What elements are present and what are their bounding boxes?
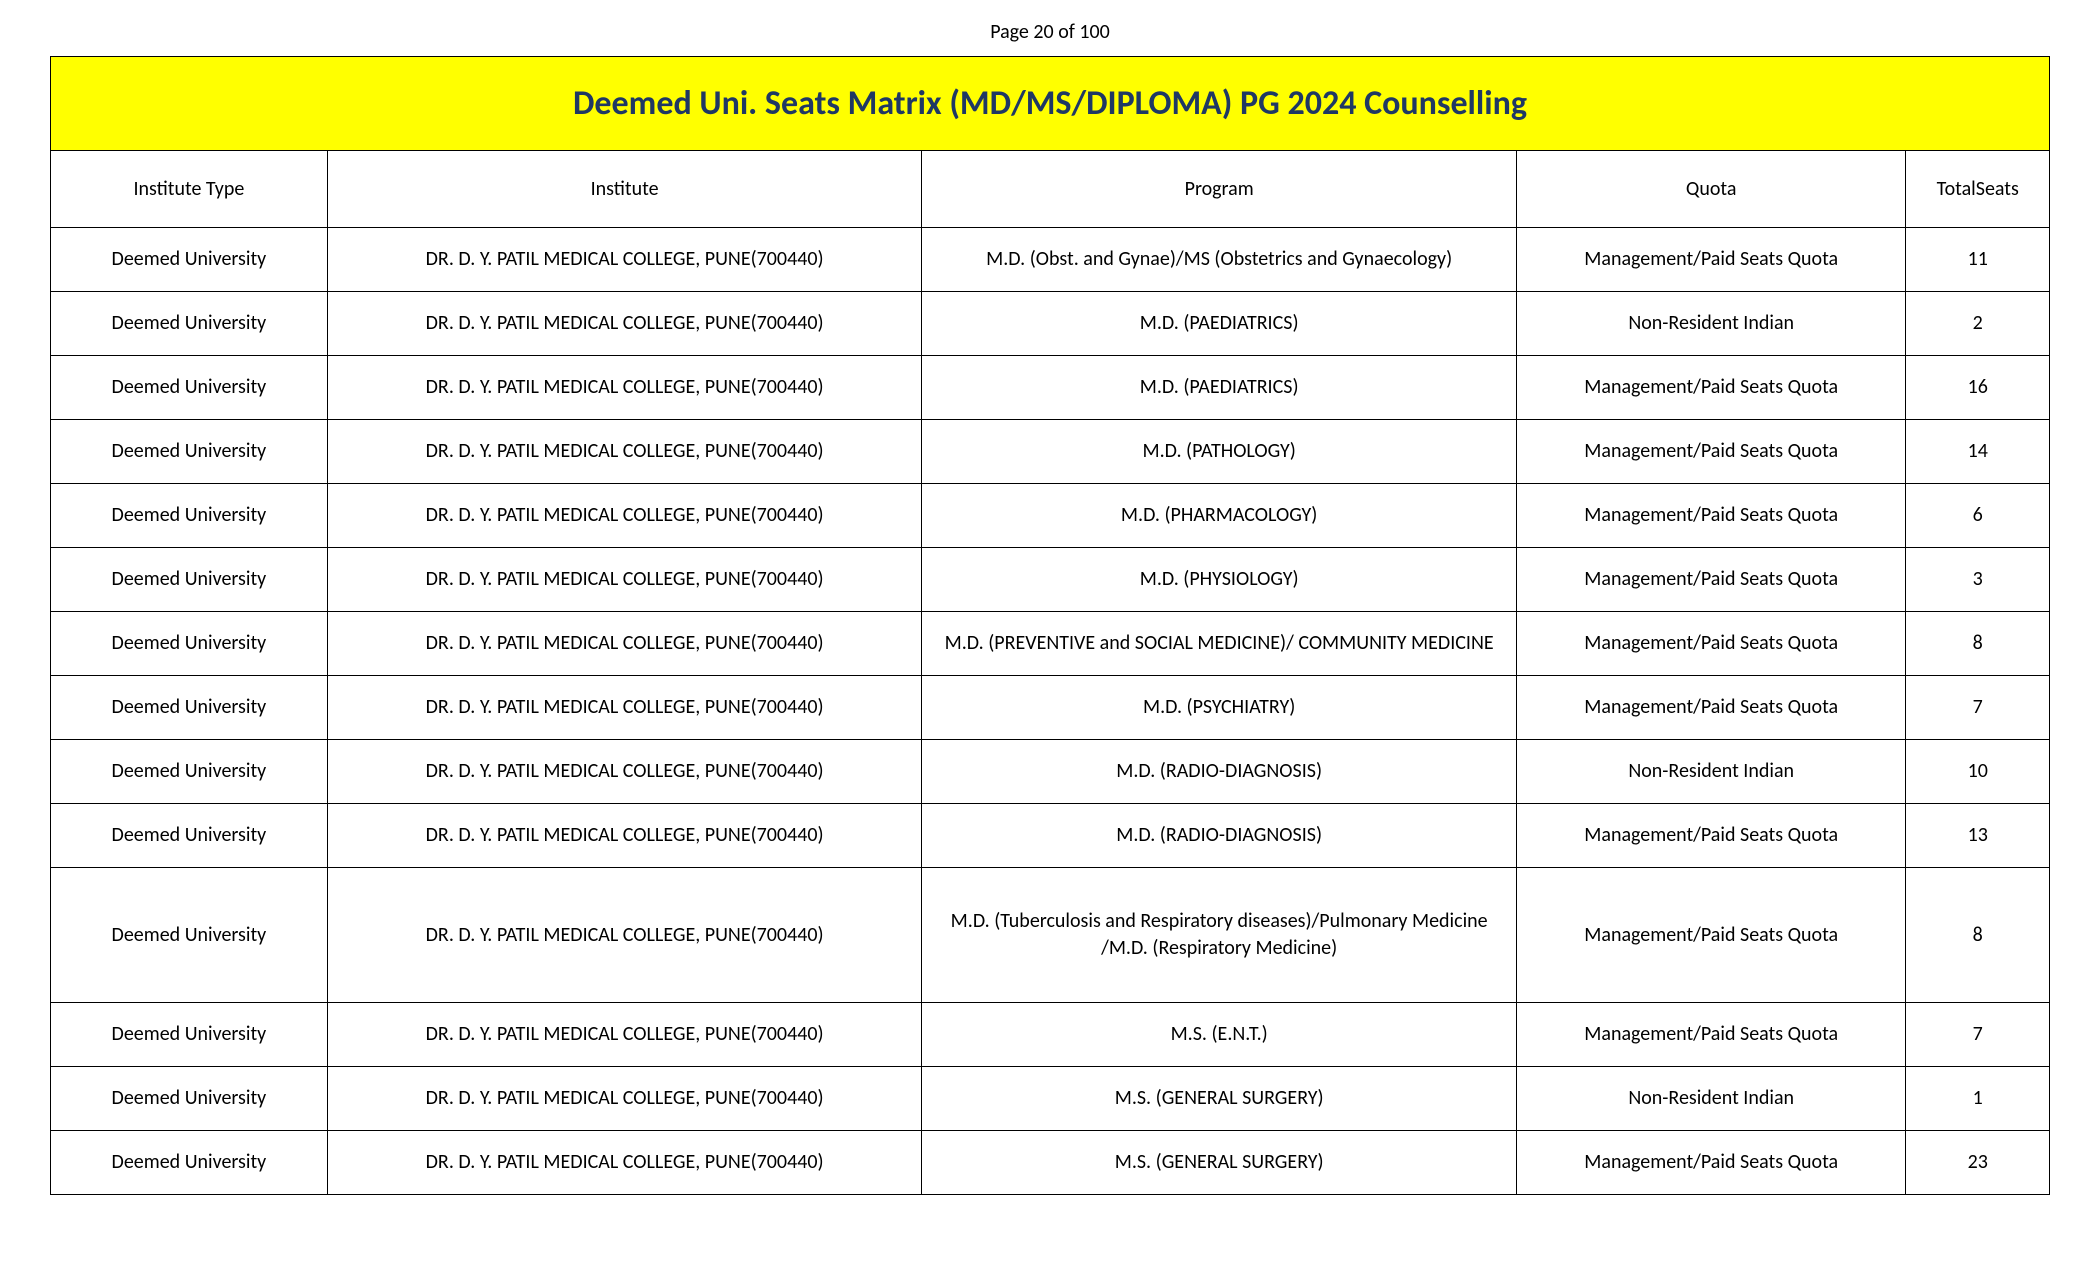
table-row: Deemed UniversityDR. D. Y. PATIL MEDICAL… — [51, 612, 2050, 676]
cell-quota: Management/Paid Seats Quota — [1516, 612, 1906, 676]
cell-inst: DR. D. Y. PATIL MEDICAL COLLEGE, PUNE(70… — [327, 740, 922, 804]
cell-type: Deemed University — [51, 612, 328, 676]
cell-quota: Management/Paid Seats Quota — [1516, 804, 1906, 868]
table-row: Deemed UniversityDR. D. Y. PATIL MEDICAL… — [51, 548, 2050, 612]
cell-inst: DR. D. Y. PATIL MEDICAL COLLEGE, PUNE(70… — [327, 484, 922, 548]
cell-prog: M.D. (PREVENTIVE and SOCIAL MEDICINE)/ C… — [922, 612, 1517, 676]
cell-seats: 2 — [1906, 292, 2050, 356]
cell-quota: Management/Paid Seats Quota — [1516, 1131, 1906, 1195]
cell-inst: DR. D. Y. PATIL MEDICAL COLLEGE, PUNE(70… — [327, 356, 922, 420]
cell-seats: 1 — [1906, 1067, 2050, 1131]
cell-type: Deemed University — [51, 740, 328, 804]
cell-type: Deemed University — [51, 228, 328, 292]
table-row: Deemed UniversityDR. D. Y. PATIL MEDICAL… — [51, 868, 2050, 1003]
col-header-inst: Institute — [327, 151, 922, 228]
cell-quota: Non-Resident Indian — [1516, 1067, 1906, 1131]
col-header-prog: Program — [922, 151, 1517, 228]
cell-inst: DR. D. Y. PATIL MEDICAL COLLEGE, PUNE(70… — [327, 676, 922, 740]
cell-type: Deemed University — [51, 420, 328, 484]
cell-type: Deemed University — [51, 356, 328, 420]
cell-prog: M.D. (PHYSIOLOGY) — [922, 548, 1517, 612]
cell-seats: 6 — [1906, 484, 2050, 548]
cell-quota: Management/Paid Seats Quota — [1516, 1003, 1906, 1067]
seats-table: Deemed Uni. Seats Matrix (MD/MS/DIPLOMA)… — [50, 56, 2050, 1195]
cell-type: Deemed University — [51, 868, 328, 1003]
cell-inst: DR. D. Y. PATIL MEDICAL COLLEGE, PUNE(70… — [327, 868, 922, 1003]
cell-quota: Management/Paid Seats Quota — [1516, 356, 1906, 420]
cell-quota: Management/Paid Seats Quota — [1516, 676, 1906, 740]
table-row: Deemed UniversityDR. D. Y. PATIL MEDICAL… — [51, 356, 2050, 420]
cell-inst: DR. D. Y. PATIL MEDICAL COLLEGE, PUNE(70… — [327, 1067, 922, 1131]
cell-seats: 10 — [1906, 740, 2050, 804]
cell-prog: M.D. (Tuberculosis and Respiratory disea… — [922, 868, 1517, 1003]
page-number: Page 20 of 100 — [50, 20, 2050, 44]
cell-prog: M.S. (GENERAL SURGERY) — [922, 1067, 1517, 1131]
cell-seats: 7 — [1906, 676, 2050, 740]
cell-prog: M.D. (PAEDIATRICS) — [922, 356, 1517, 420]
cell-quota: Management/Paid Seats Quota — [1516, 484, 1906, 548]
table-row: Deemed UniversityDR. D. Y. PATIL MEDICAL… — [51, 1131, 2050, 1195]
cell-seats: 7 — [1906, 1003, 2050, 1067]
cell-quota: Non-Resident Indian — [1516, 292, 1906, 356]
cell-seats: 3 — [1906, 548, 2050, 612]
cell-seats: 23 — [1906, 1131, 2050, 1195]
cell-quota: Management/Paid Seats Quota — [1516, 420, 1906, 484]
cell-prog: M.S. (E.N.T.) — [922, 1003, 1517, 1067]
cell-prog: M.D. (PATHOLOGY) — [922, 420, 1517, 484]
cell-prog: M.D. (Obst. and Gynae)/MS (Obstetrics an… — [922, 228, 1517, 292]
cell-seats: 11 — [1906, 228, 2050, 292]
cell-seats: 8 — [1906, 868, 2050, 1003]
table-title: Deemed Uni. Seats Matrix (MD/MS/DIPLOMA)… — [51, 57, 2050, 151]
cell-prog: M.D. (PHARMACOLOGY) — [922, 484, 1517, 548]
cell-prog: M.D. (PAEDIATRICS) — [922, 292, 1517, 356]
cell-type: Deemed University — [51, 484, 328, 548]
cell-type: Deemed University — [51, 1003, 328, 1067]
table-row: Deemed UniversityDR. D. Y. PATIL MEDICAL… — [51, 484, 2050, 548]
table-row: Deemed UniversityDR. D. Y. PATIL MEDICAL… — [51, 1067, 2050, 1131]
cell-type: Deemed University — [51, 1131, 328, 1195]
cell-prog: M.S. (GENERAL SURGERY) — [922, 1131, 1517, 1195]
cell-type: Deemed University — [51, 804, 328, 868]
cell-type: Deemed University — [51, 676, 328, 740]
cell-inst: DR. D. Y. PATIL MEDICAL COLLEGE, PUNE(70… — [327, 548, 922, 612]
cell-inst: DR. D. Y. PATIL MEDICAL COLLEGE, PUNE(70… — [327, 1131, 922, 1195]
cell-type: Deemed University — [51, 548, 328, 612]
cell-type: Deemed University — [51, 292, 328, 356]
table-row: Deemed UniversityDR. D. Y. PATIL MEDICAL… — [51, 1003, 2050, 1067]
cell-prog: M.D. (RADIO-DIAGNOSIS) — [922, 740, 1517, 804]
table-row: Deemed UniversityDR. D. Y. PATIL MEDICAL… — [51, 804, 2050, 868]
cell-seats: 14 — [1906, 420, 2050, 484]
cell-seats: 16 — [1906, 356, 2050, 420]
cell-quota: Management/Paid Seats Quota — [1516, 228, 1906, 292]
table-row: Deemed UniversityDR. D. Y. PATIL MEDICAL… — [51, 228, 2050, 292]
cell-inst: DR. D. Y. PATIL MEDICAL COLLEGE, PUNE(70… — [327, 804, 922, 868]
title-row: Deemed Uni. Seats Matrix (MD/MS/DIPLOMA)… — [51, 57, 2050, 151]
cell-quota: Management/Paid Seats Quota — [1516, 868, 1906, 1003]
cell-quota: Management/Paid Seats Quota — [1516, 548, 1906, 612]
cell-prog: M.D. (PSYCHIATRY) — [922, 676, 1517, 740]
col-header-quota: Quota — [1516, 151, 1906, 228]
table-row: Deemed UniversityDR. D. Y. PATIL MEDICAL… — [51, 740, 2050, 804]
cell-quota: Non-Resident Indian — [1516, 740, 1906, 804]
table-body: Deemed UniversityDR. D. Y. PATIL MEDICAL… — [51, 228, 2050, 1195]
cell-inst: DR. D. Y. PATIL MEDICAL COLLEGE, PUNE(70… — [327, 292, 922, 356]
header-row: Institute Type Institute Program Quota T… — [51, 151, 2050, 228]
col-header-seats: TotalSeats — [1906, 151, 2050, 228]
table-row: Deemed UniversityDR. D. Y. PATIL MEDICAL… — [51, 420, 2050, 484]
cell-inst: DR. D. Y. PATIL MEDICAL COLLEGE, PUNE(70… — [327, 612, 922, 676]
cell-inst: DR. D. Y. PATIL MEDICAL COLLEGE, PUNE(70… — [327, 420, 922, 484]
table-row: Deemed UniversityDR. D. Y. PATIL MEDICAL… — [51, 292, 2050, 356]
cell-seats: 13 — [1906, 804, 2050, 868]
cell-type: Deemed University — [51, 1067, 328, 1131]
cell-inst: DR. D. Y. PATIL MEDICAL COLLEGE, PUNE(70… — [327, 1003, 922, 1067]
cell-prog: M.D. (RADIO-DIAGNOSIS) — [922, 804, 1517, 868]
cell-inst: DR. D. Y. PATIL MEDICAL COLLEGE, PUNE(70… — [327, 228, 922, 292]
col-header-type: Institute Type — [51, 151, 328, 228]
table-row: Deemed UniversityDR. D. Y. PATIL MEDICAL… — [51, 676, 2050, 740]
cell-seats: 8 — [1906, 612, 2050, 676]
